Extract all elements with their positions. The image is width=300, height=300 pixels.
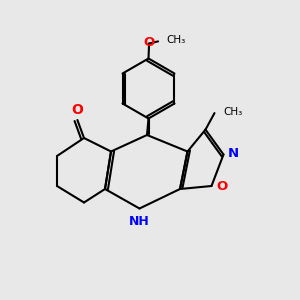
Text: O: O — [216, 180, 228, 193]
Text: O: O — [71, 103, 83, 117]
Text: CH₃: CH₃ — [167, 35, 186, 45]
Text: O: O — [143, 36, 155, 50]
Text: NH: NH — [128, 214, 149, 228]
Text: CH₃: CH₃ — [223, 106, 242, 117]
Text: N: N — [227, 147, 239, 161]
